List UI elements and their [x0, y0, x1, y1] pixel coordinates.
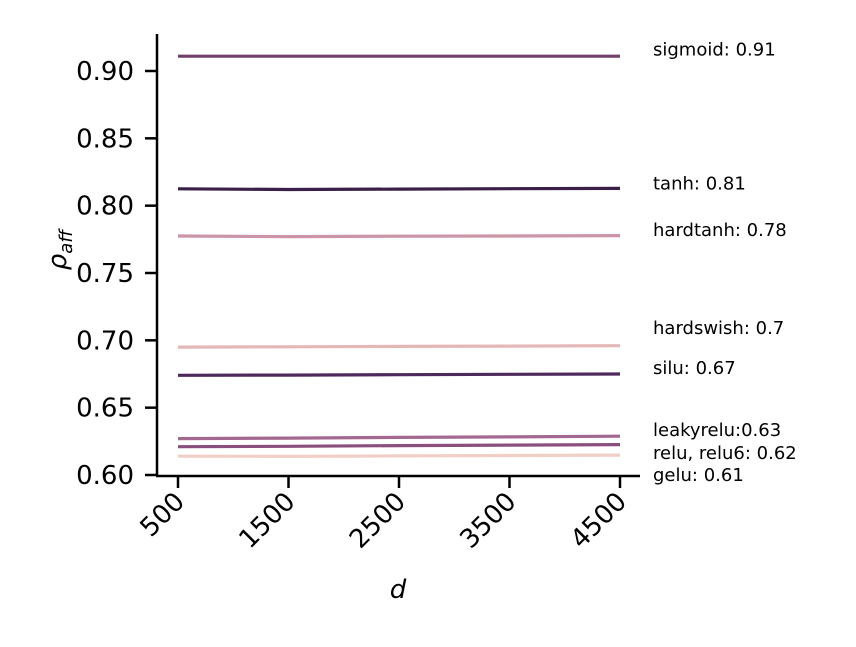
y-axis-label: ρaff	[43, 228, 77, 271]
series-line-tanh	[177, 186, 621, 192]
series-line-hardswish	[177, 344, 621, 349]
series-line-silu	[177, 372, 621, 377]
series-line-gelu	[177, 453, 621, 459]
y-axis-label-subscript: aff	[56, 228, 77, 254]
series-layer	[177, 54, 621, 459]
series-annotations: sigmoid: 0.91 tanh: 0.81 hardtanh: 0.78 har…	[653, 39, 797, 486]
series-annotation: sigmoid: 0.91	[653, 39, 776, 60]
y-tick-label: 0.90	[76, 57, 134, 87]
series-line-hardtanh	[177, 234, 621, 239]
y-tick-label: 0.70	[76, 326, 134, 356]
x-tick-label: 500	[135, 487, 191, 543]
y-tick-label: 0.80	[76, 192, 134, 222]
x-tick-label: 1500	[233, 487, 301, 555]
x-tick-label: 2500	[344, 487, 412, 555]
y-tick-label: 0.65	[76, 394, 134, 424]
series-annotation: hardtanh: 0.78	[653, 220, 787, 241]
x-axis-label: d	[390, 575, 407, 605]
x-tick-label: 4500	[565, 487, 633, 555]
series-annotation: tanh: 0.81	[653, 173, 746, 194]
series-annotation: leakyrelu:0.63	[653, 420, 781, 441]
y-tick-label: 0.85	[76, 124, 134, 154]
y-tick-label: 0.60	[76, 461, 134, 491]
series-annotation: relu, relu6: 0.62	[653, 443, 797, 464]
y-tick-label: 0.75	[76, 259, 134, 289]
axes-layer	[155, 34, 640, 478]
series-annotation: hardswish: 0.7	[653, 318, 784, 339]
x-ticks: 500 1500 2500 3500 4500	[135, 476, 633, 555]
series-line-relu-relu6	[177, 443, 621, 449]
series-annotation: gelu: 0.61	[653, 465, 744, 486]
x-tick-label: 3500	[454, 487, 522, 555]
series-annotation: silu: 0.67	[653, 358, 736, 379]
series-line-leakyrelu	[177, 434, 621, 441]
y-axis-label-main: ρ	[43, 253, 73, 270]
y-ticks: 0.60 0.65 0.70 0.75 0.80 0.85 0.90	[76, 57, 157, 491]
